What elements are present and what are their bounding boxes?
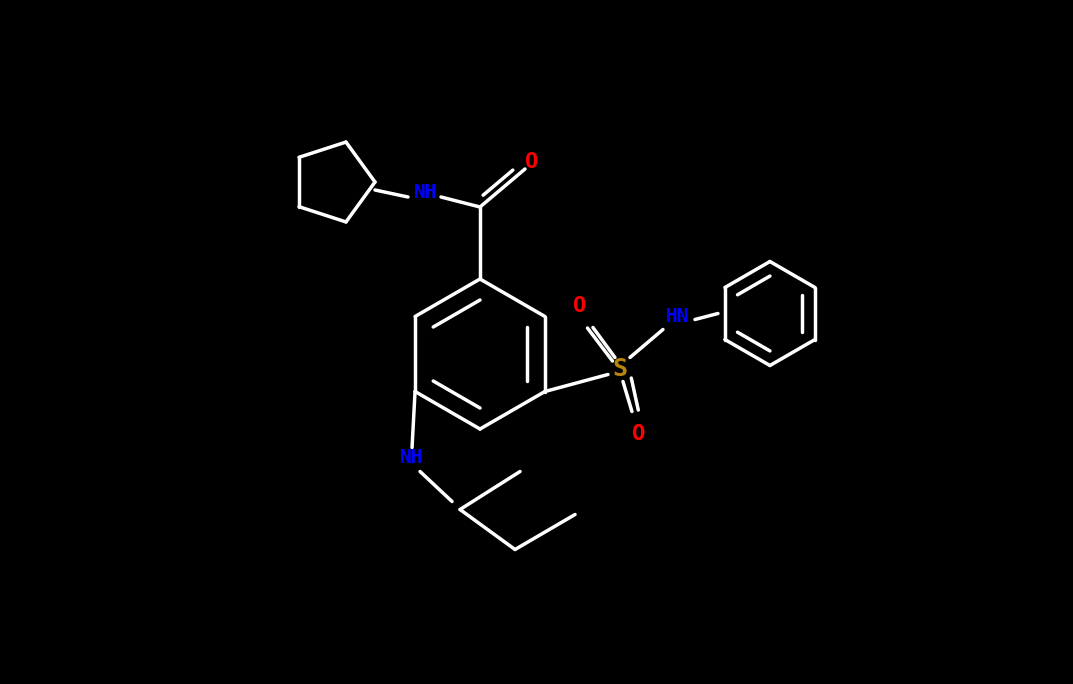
Text: O: O <box>573 296 587 317</box>
Text: O: O <box>632 425 646 445</box>
Text: HN: HN <box>666 307 690 326</box>
Text: NH: NH <box>400 448 424 467</box>
Text: O: O <box>526 152 539 172</box>
Text: NH: NH <box>414 183 438 202</box>
Text: S: S <box>613 358 628 382</box>
